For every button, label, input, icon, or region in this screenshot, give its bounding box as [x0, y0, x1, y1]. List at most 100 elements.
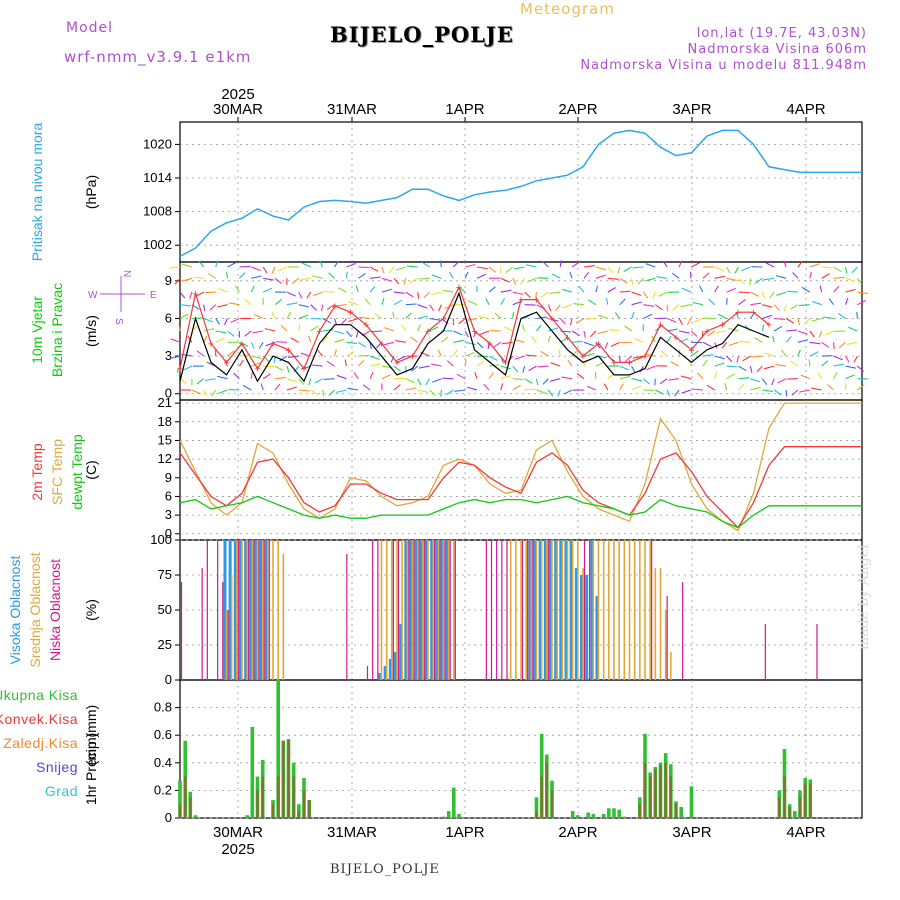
precip-total-bar: [250, 726, 255, 818]
wind-gust-marker: +: [518, 295, 524, 307]
wind-arrow: [178, 324, 181, 332]
wind-arrow: [690, 330, 698, 337]
wind-arrow: [595, 266, 607, 271]
wind-arrow: [355, 285, 359, 293]
wind-arrow: [540, 350, 549, 357]
precip-total-bar: [607, 808, 611, 818]
wind-arrow: [310, 389, 319, 396]
wind-arrow: [203, 317, 214, 323]
wind-arrow: [558, 349, 561, 357]
wind-arrow: [578, 285, 585, 293]
wind-arrow: [659, 378, 668, 385]
wind-arrow: [263, 277, 274, 281]
wind-arrow: [477, 266, 488, 270]
x-tick-label-bottom: 30MAR: [213, 824, 263, 841]
precip-conv-bar: [674, 804, 678, 818]
panel-unit-label: (hPa): [83, 175, 99, 209]
wind-arrow: [595, 285, 599, 293]
wind-arrow: [738, 277, 746, 285]
wind-arrow: [702, 354, 714, 357]
wind-arrow: [654, 304, 663, 311]
wind-gust-marker: +: [502, 357, 508, 369]
wind-arrow: [298, 304, 310, 308]
panel-unit-label: (%): [83, 599, 99, 621]
wind-gust-marker: +: [285, 345, 291, 357]
wind-arrow: [425, 378, 431, 386]
precip-total-bar: [601, 813, 606, 818]
wind-arrow: [191, 389, 201, 395]
wind-arrow: [821, 266, 833, 269]
wind-arrow: [749, 365, 753, 373]
precip-legend-item: Konvek.Kisa: [0, 711, 78, 727]
wind-arrow: [833, 355, 843, 361]
wind-arrow: [235, 285, 240, 293]
wind-arrow: [838, 312, 846, 319]
wind-arrow: [714, 362, 725, 367]
wind-arrow: [809, 271, 812, 279]
wind-arrow: [374, 313, 383, 319]
wind-arrow: [637, 277, 644, 285]
wind-arrow: [800, 374, 811, 380]
wind-arrow: [654, 378, 656, 386]
wind-arrow: [334, 338, 345, 343]
wind-arrow: [845, 277, 856, 283]
precip-conv-bar: [189, 797, 192, 818]
wind-arrow: [363, 384, 371, 391]
y-tick-label: 3: [165, 348, 172, 363]
wind-arrow: [769, 291, 775, 299]
precip-conv-bar: [669, 776, 672, 818]
wind-arrow: [525, 354, 537, 357]
wind-arrow: [192, 276, 204, 279]
wind-arrow: [809, 263, 820, 268]
precip-conv-bar: [277, 776, 280, 818]
wind-arrow: [196, 378, 205, 385]
wind-arrow: [466, 317, 478, 321]
wind-arrow: [465, 263, 476, 268]
wind-gust-marker: +: [766, 320, 772, 332]
wind-arrow: [845, 365, 857, 369]
wind-arrow: [442, 289, 454, 293]
wind-arrow: [453, 330, 463, 336]
wind-arrow: [251, 275, 262, 279]
wind-arrow: [520, 278, 526, 285]
wind-arrow: [369, 355, 380, 361]
wind-arrow: [262, 287, 273, 293]
wind-arrow: [301, 262, 311, 268]
wind-arrow: [298, 324, 301, 332]
wind-axis-label: 10m Vjetar: [29, 296, 45, 364]
wind-arrow: [476, 341, 484, 349]
wind-arrow: [381, 374, 391, 380]
wind-arrow: [312, 275, 323, 279]
wind-arrow: [761, 378, 768, 386]
wind-arrow: [826, 384, 834, 391]
wind-arrow: [174, 277, 181, 285]
wind-arrow: [680, 304, 692, 308]
wind-arrow: [322, 329, 334, 332]
wind-arrow: [453, 339, 464, 343]
precip-conv-bar: [664, 762, 667, 818]
wind-arrow: [561, 376, 573, 380]
wind-arrow: [215, 260, 219, 268]
precip-total-bar: [793, 811, 797, 818]
y-tick-label: 0: [165, 526, 172, 541]
dewpt-axis-label: dewpt Temp: [69, 434, 85, 509]
wind-arrow: [797, 339, 809, 343]
wind-arrow: [639, 365, 644, 373]
wind-arrow: [369, 285, 376, 293]
wind-arrow: [738, 377, 750, 380]
wind-arrow: [431, 291, 442, 296]
wind-arrow: [789, 304, 799, 310]
wind-arrow: [714, 342, 718, 349]
wind-arrow: [828, 298, 835, 306]
wind-arrow: [271, 311, 276, 319]
wind-gust-marker: +: [735, 307, 741, 319]
wind-arrow: [514, 266, 525, 270]
wind-arrow: [623, 266, 632, 273]
wind-arrow: [287, 355, 299, 358]
wind-arrow: [514, 338, 525, 343]
wind-arrow: [726, 298, 728, 305]
wind-arrow: [557, 389, 561, 397]
wind-arrow: [811, 300, 822, 306]
precip-conv-bar: [287, 739, 290, 818]
wind-gust-marker: +: [301, 364, 307, 376]
